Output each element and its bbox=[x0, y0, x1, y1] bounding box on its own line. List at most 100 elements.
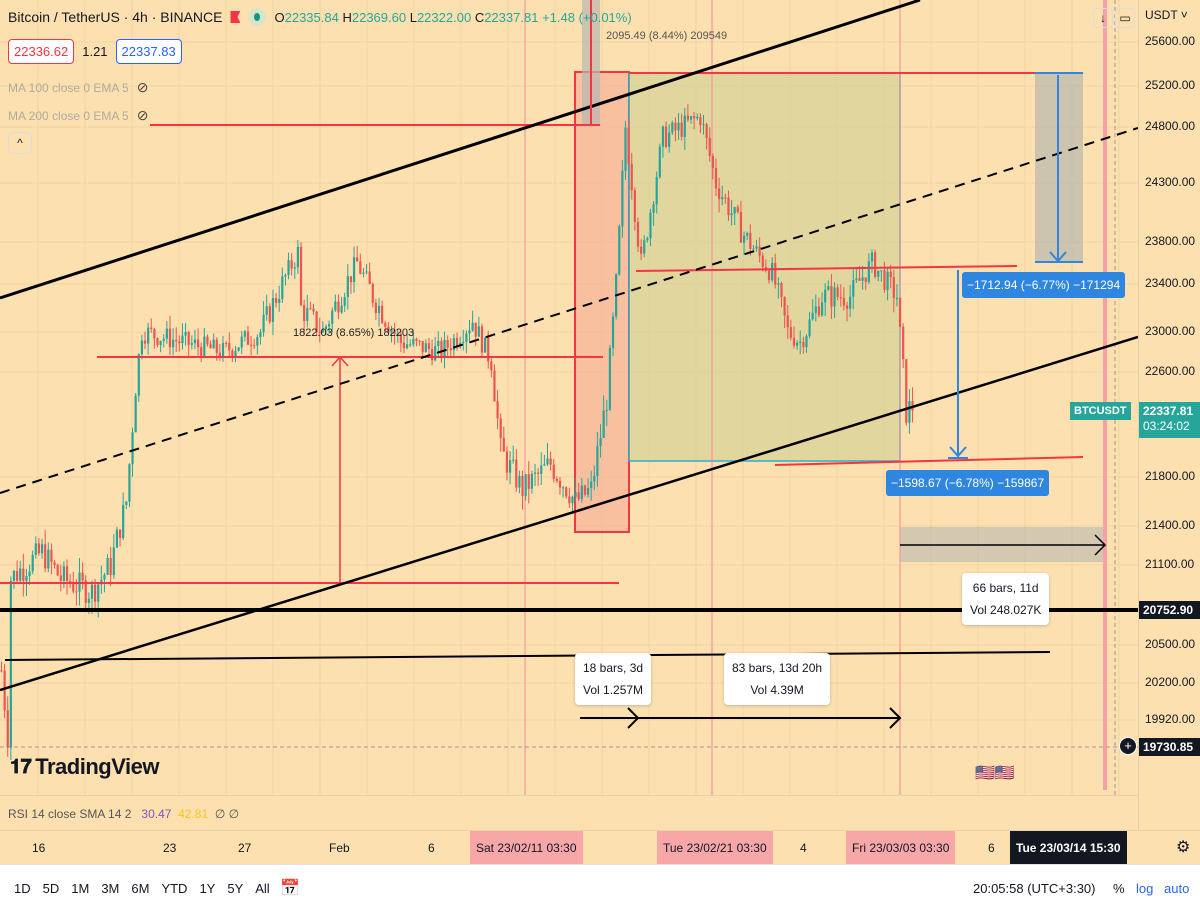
candle bbox=[343, 297, 346, 306]
market-status-icon[interactable] bbox=[248, 8, 267, 26]
candle bbox=[443, 340, 446, 358]
auto-toggle[interactable]: auto bbox=[1164, 881, 1190, 896]
candles bbox=[0, 104, 914, 760]
candle bbox=[596, 446, 599, 476]
candle bbox=[412, 338, 415, 345]
candle bbox=[833, 287, 836, 307]
fullscreen-icon[interactable]: ▭ bbox=[1115, 8, 1135, 28]
candle bbox=[661, 126, 665, 147]
candle bbox=[858, 278, 861, 281]
candle bbox=[693, 116, 696, 119]
candle bbox=[221, 343, 225, 358]
flag-icon[interactable] bbox=[230, 11, 241, 23]
currency-selector[interactable]: USDT ˅ bbox=[1145, 8, 1188, 22]
candle bbox=[533, 472, 537, 474]
candle bbox=[175, 339, 178, 342]
candle bbox=[724, 197, 727, 199]
candle bbox=[874, 252, 877, 277]
candle bbox=[886, 271, 889, 290]
range-button-5y[interactable]: 5Y bbox=[227, 881, 244, 896]
channel-upper[interactable] bbox=[0, 0, 921, 300]
percent-toggle[interactable]: % bbox=[1113, 881, 1125, 896]
candle bbox=[839, 297, 842, 299]
rectangle-drawing[interactable] bbox=[628, 72, 901, 462]
candle bbox=[81, 572, 84, 581]
sell-price-button[interactable]: 22336.62 bbox=[8, 39, 75, 64]
range-button-1d[interactable]: 1D bbox=[14, 881, 31, 896]
clock[interactable]: 20:05:58 (UTC+3:30) bbox=[973, 881, 1096, 896]
candle bbox=[477, 326, 480, 337]
candle bbox=[215, 339, 218, 353]
tradingview-logo[interactable]: 𝟏𝟕 TradingView bbox=[10, 754, 159, 779]
spread: 1.21 bbox=[82, 44, 108, 59]
candle bbox=[415, 338, 418, 341]
candle bbox=[421, 340, 424, 353]
indicator-ma100[interactable]: MA 100 close 0 EMA 5 ⊘ bbox=[8, 79, 148, 96]
candle bbox=[565, 487, 568, 497]
eye-off-icon[interactable]: ⊘ bbox=[136, 79, 149, 95]
candle bbox=[892, 277, 895, 299]
scroll-down-icon[interactable]: ↓ bbox=[1093, 8, 1113, 28]
channel-lower[interactable] bbox=[0, 335, 1138, 692]
candle bbox=[12, 571, 16, 581]
candle bbox=[864, 277, 867, 282]
us-flag-event-icon[interactable]: 🇺🇸🇺🇸 bbox=[975, 765, 1015, 782]
candle bbox=[908, 401, 911, 423]
candle bbox=[140, 340, 143, 355]
last-price-tag: 22337.81 03:24:02 bbox=[1139, 402, 1200, 438]
log-toggle[interactable]: log bbox=[1136, 881, 1154, 896]
crosshair-time: Tue 23/03/14 15:30 bbox=[1010, 831, 1127, 864]
candle bbox=[524, 474, 527, 496]
candle bbox=[181, 335, 184, 344]
hline[interactable] bbox=[774, 456, 1084, 466]
candle bbox=[165, 328, 168, 339]
indicator-ma200[interactable]: MA 200 close 0 EMA 5 ⊘ bbox=[8, 107, 148, 124]
time-axis[interactable]: 16 23 27 Feb 6 Sat 23/02/11 03:30 Tue 23… bbox=[0, 830, 1200, 864]
candle bbox=[817, 306, 821, 316]
candle bbox=[243, 331, 246, 337]
range-button-all[interactable]: All bbox=[255, 881, 270, 896]
date-range-box[interactable] bbox=[574, 71, 630, 533]
candle bbox=[309, 308, 312, 310]
range-button-1m[interactable]: 1M bbox=[71, 881, 90, 896]
buy-price-button[interactable]: 22337.83 bbox=[115, 39, 182, 64]
hline[interactable] bbox=[635, 265, 1018, 272]
candle bbox=[805, 336, 808, 348]
chart-pane[interactable]: Bitcoin / TetherUS · 4h · BINANCE O22335… bbox=[0, 0, 1138, 795]
candle bbox=[0, 670, 3, 672]
candle bbox=[19, 568, 22, 581]
collapse-legend-button[interactable]: ^ bbox=[8, 132, 32, 154]
symbol-price-label: BTCUSDT bbox=[1070, 402, 1131, 420]
candle bbox=[203, 336, 206, 357]
channel-middle[interactable] bbox=[0, 127, 1138, 494]
range-button-5d[interactable]: 5D bbox=[42, 881, 60, 896]
eye-off-icon[interactable]: ⊘ bbox=[136, 107, 149, 123]
goto-date-icon[interactable]: 📅 bbox=[280, 880, 300, 897]
price-tick: 25200.00 bbox=[1145, 78, 1196, 92]
candle bbox=[643, 240, 646, 254]
price-axis[interactable]: USDT ˅ 25600.00 25200.00 24800.00 24300.00 2… bbox=[1138, 0, 1200, 830]
candle bbox=[742, 235, 746, 243]
candle bbox=[633, 190, 636, 222]
candle bbox=[440, 340, 443, 358]
candle bbox=[714, 167, 718, 189]
candle bbox=[783, 297, 786, 316]
symbol-title[interactable]: Bitcoin / TetherUS · 4h · BINANCE bbox=[8, 9, 223, 25]
arrow-head-icon bbox=[889, 707, 902, 729]
trend-line[interactable] bbox=[4, 651, 1051, 661]
candle bbox=[749, 232, 752, 249]
chart-canvas[interactable] bbox=[0, 0, 1138, 795]
settings-gear-icon[interactable]: ⚙ bbox=[1176, 839, 1191, 856]
candle bbox=[796, 342, 799, 346]
rsi-pane[interactable]: RSI 14 close SMA 14 2 30.47 42.81 ∅ ∅ bbox=[0, 795, 1138, 830]
range-button-6m[interactable]: 6M bbox=[131, 881, 150, 896]
candle bbox=[583, 485, 587, 495]
candle bbox=[721, 197, 724, 200]
range-button-1y[interactable]: 1Y bbox=[199, 881, 216, 896]
indicator-label: MA 200 close 0 EMA 5 bbox=[8, 108, 129, 123]
range-button-3m[interactable]: 3M bbox=[101, 881, 120, 896]
add-alert-icon[interactable]: + bbox=[1119, 737, 1137, 755]
candle bbox=[253, 345, 256, 347]
time-label: 4 bbox=[800, 841, 807, 855]
range-button-ytd[interactable]: YTD bbox=[161, 881, 188, 896]
